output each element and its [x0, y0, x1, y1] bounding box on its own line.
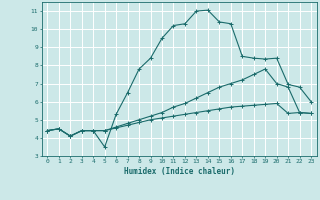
- X-axis label: Humidex (Indice chaleur): Humidex (Indice chaleur): [124, 167, 235, 176]
